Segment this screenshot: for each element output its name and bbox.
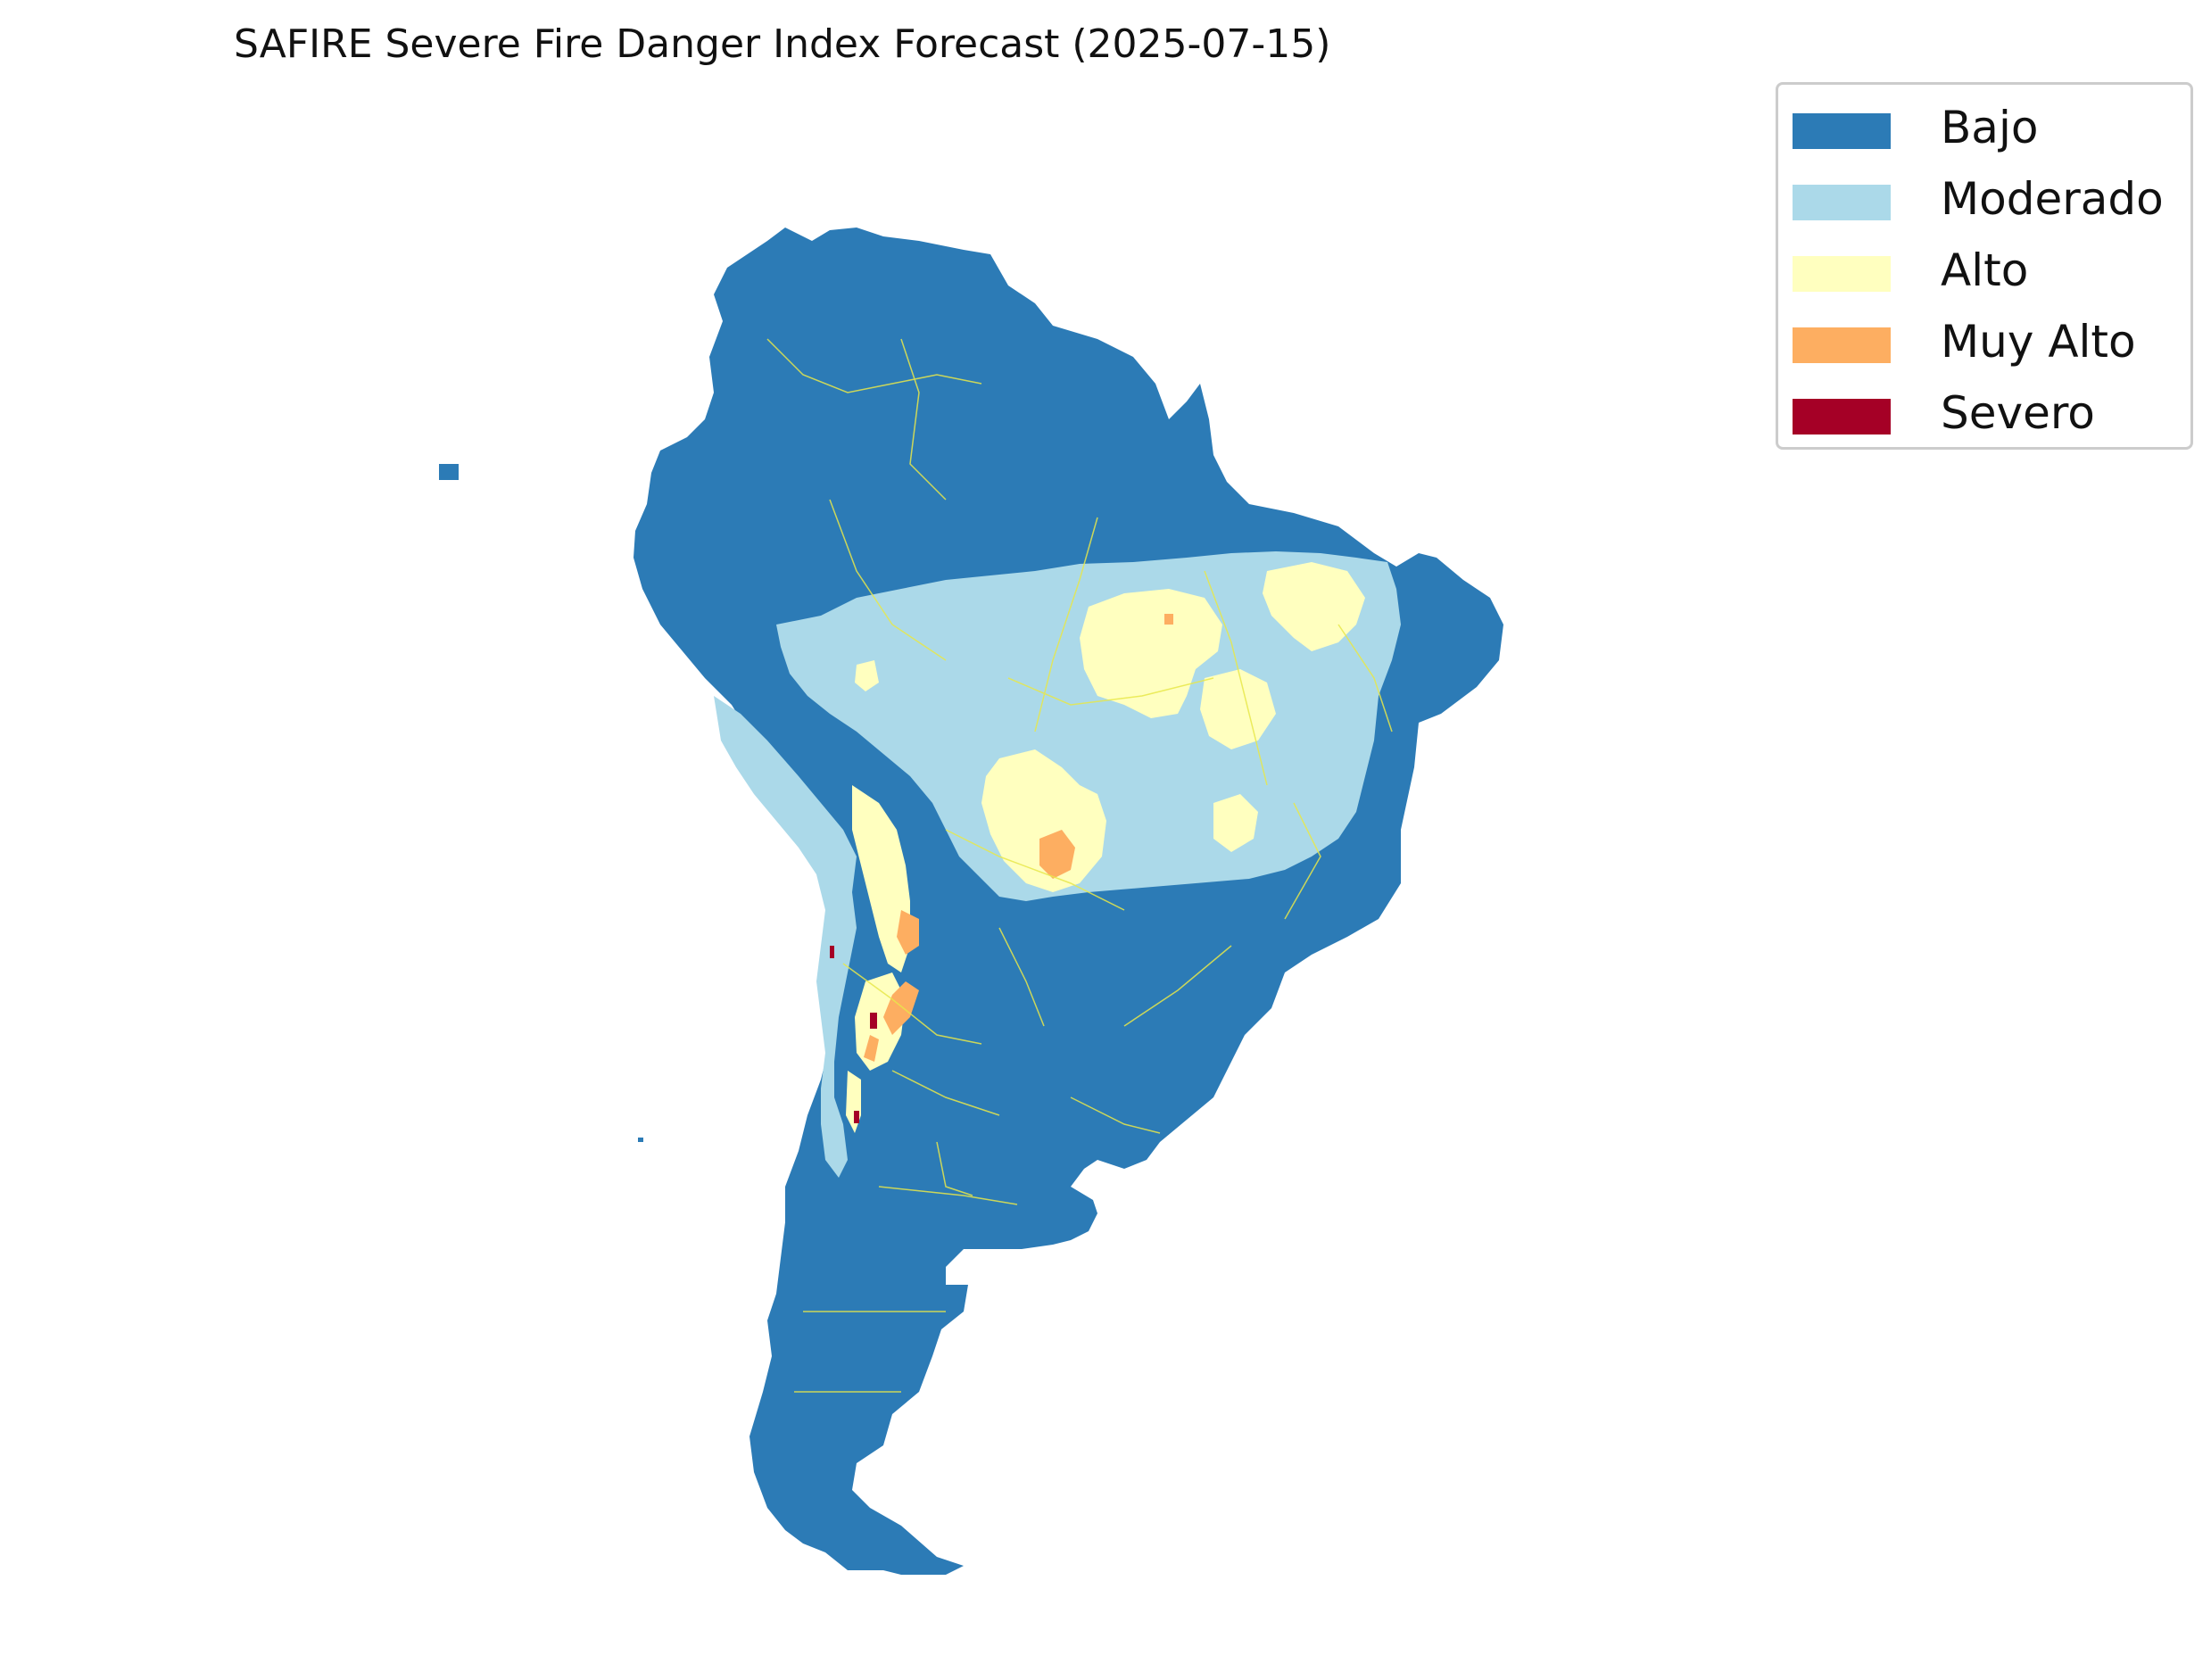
legend-swatch (1793, 256, 1891, 292)
alto-zone-north (1080, 589, 1222, 718)
alto-zone-southeast (1213, 794, 1258, 852)
legend-swatch (1793, 113, 1891, 149)
muy-alto-zone-chaco (1039, 830, 1075, 879)
boundary-line (1123, 945, 1232, 1027)
alto-zone-chaco (981, 749, 1106, 892)
severo-zones (830, 946, 877, 1123)
alto-zone-andes-1 (852, 785, 910, 972)
legend-label: Muy Alto (1941, 316, 2136, 368)
island-small-2 (928, 1561, 937, 1568)
alto-zone-central-east (1200, 669, 1276, 749)
muy-alto-zones (864, 614, 1173, 1062)
boundary-line (936, 1141, 973, 1196)
boundary-line (1204, 570, 1268, 786)
muy-alto-zone-andes-1 (897, 910, 919, 955)
muy-alto-zone-andes-3 (864, 1035, 879, 1062)
boundary-line (900, 338, 947, 501)
legend-swatch (1793, 327, 1891, 363)
muy-alto-zone-small (1164, 614, 1173, 625)
boundary-line (998, 927, 1045, 1027)
legend-item-moderado: Moderado (1793, 172, 2185, 226)
legend-label: Severo (1941, 387, 2095, 439)
boundary-line (1007, 677, 1214, 706)
islands (439, 464, 937, 1568)
admin-boundaries (766, 338, 1393, 1393)
boundary-line (1284, 802, 1321, 920)
continent-shape (633, 228, 1503, 1575)
alto-zone-northeast (1263, 562, 1365, 651)
andes-moderado-strip (714, 696, 857, 1178)
boundary-line (1337, 624, 1393, 732)
boundary-line (766, 338, 982, 393)
severo-spot-2 (854, 1111, 859, 1123)
boundary-line (945, 829, 1125, 911)
muy-alto-zone-andes-2 (883, 981, 919, 1035)
legend-label: Alto (1941, 244, 2029, 296)
boundary-line (891, 1070, 1000, 1116)
legend-item-severo: Severo (1793, 386, 2185, 440)
island-small-1 (638, 1138, 643, 1142)
boundary-line (829, 499, 947, 661)
legend-label: Moderado (1941, 173, 2164, 225)
legend-swatch (1793, 185, 1891, 220)
legend-swatch (1793, 399, 1891, 434)
severo-spot-3 (830, 946, 834, 958)
alto-zone-small (855, 660, 879, 691)
legend-label: Bajo (1941, 102, 2039, 153)
legend-item-muy-alto: Muy Alto (1793, 315, 2185, 368)
legend: Bajo Moderado Alto Muy Alto Severo (1776, 82, 2193, 450)
severo-spot-1 (870, 1013, 877, 1029)
legend-item-bajo: Bajo (1793, 101, 2185, 154)
legend-item-alto: Alto (1793, 244, 2185, 297)
boundary-line (1070, 1097, 1161, 1134)
boundary-line (878, 1186, 1018, 1205)
map-title: SAFIRE Severe Fire Danger Index Forecast… (234, 21, 1331, 67)
boundary-line (1034, 517, 1098, 732)
boundary-line (842, 963, 982, 1045)
island-galapagos (439, 464, 459, 480)
